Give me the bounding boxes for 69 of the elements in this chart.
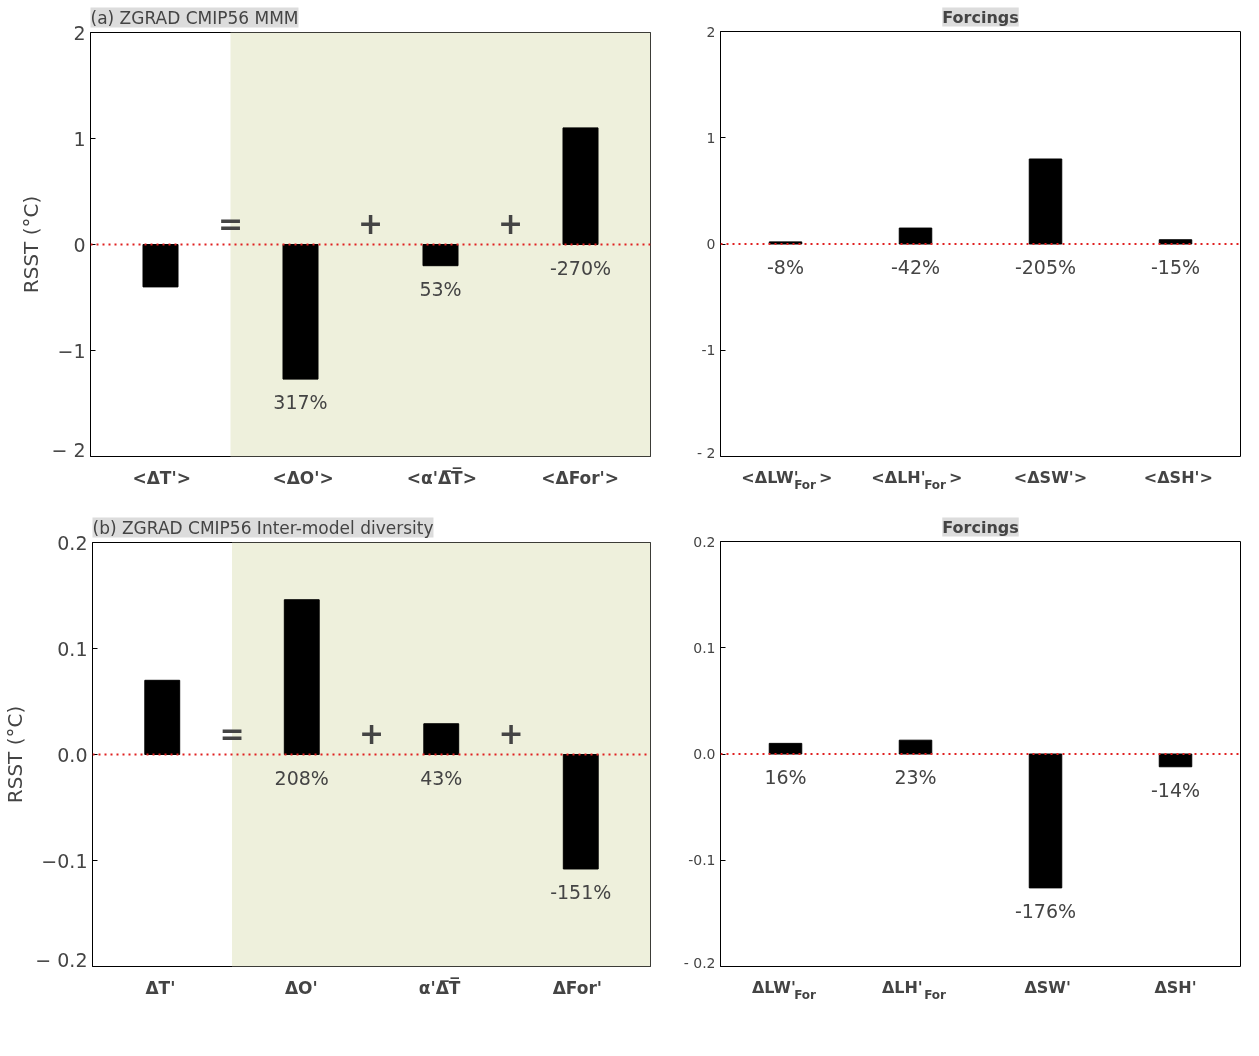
x-tick-label: <ΔO'> (272, 468, 334, 488)
x-tick-label: <ΔT'> (132, 468, 191, 488)
bar (898, 227, 933, 245)
annotation: -15% (1150, 256, 1201, 278)
y-tick-label: −0.1 (41, 849, 88, 872)
annotation: -151% (550, 880, 612, 903)
annotation: + (498, 716, 524, 752)
bar (1028, 753, 1063, 889)
y-tick-label: 0.2 (57, 531, 88, 554)
annotation: 16% (764, 766, 807, 788)
annotation: + (497, 206, 524, 242)
annotation: -205% (1014, 256, 1077, 278)
chart-title: (a) ZGRAD CMIP56 MMM (90, 7, 299, 28)
y-tick-label: 0 (706, 236, 716, 252)
y-tick-label: 1 (73, 127, 86, 150)
annotation: 317% (273, 391, 328, 414)
bar (144, 679, 181, 755)
y-tick-label: 1 (706, 129, 716, 146)
annotation: = (219, 715, 245, 751)
y-tick-label: −1 (57, 339, 86, 362)
bar (1158, 239, 1193, 245)
x-tick-label: <ΔSH'> (1143, 468, 1213, 487)
x-tick-label: ΔT' (145, 978, 176, 998)
y-tick-label: 2 (706, 23, 716, 40)
bar (1028, 158, 1063, 245)
x-tick-label: <ΔFor'> (541, 468, 620, 488)
x-tick-label: <α'Δ̅T̅> (406, 466, 477, 488)
bar (768, 742, 803, 755)
annotation: -42% (890, 256, 941, 278)
chart-title: Forcings (942, 517, 1019, 537)
annotation: -14% (1150, 778, 1201, 801)
annotation: -176% (1014, 899, 1077, 922)
x-tick-label: ΔSW' (1024, 978, 1071, 997)
y-tick-label: - 0.2 (683, 954, 716, 971)
bar (283, 599, 320, 755)
y-tick-label: 0.0 (57, 743, 88, 766)
x-tick-label: ΔSH' (1154, 978, 1197, 997)
bar (423, 723, 460, 755)
annotation: 23% (894, 766, 937, 788)
chart-title: Forcings (942, 7, 1019, 27)
annotation: + (358, 716, 385, 752)
x-tick-label: ΔFor' (552, 978, 603, 998)
annotation: 43% (420, 766, 463, 789)
chart-title: (b) ZGRAD CMIP56 Inter-model diversity (92, 517, 434, 538)
y-tick-label: − 0.2 (35, 948, 88, 971)
bar (898, 739, 933, 755)
y-tick-label: − 2 (51, 438, 86, 461)
annotation: -8% (767, 256, 804, 278)
y-tick-label: 0.0 (693, 746, 716, 762)
y-tick-label: -0.1 (688, 852, 716, 869)
y-tick-label: -1 (701, 342, 716, 359)
annotation: -270% (549, 256, 612, 279)
y-tick-label: 0 (73, 233, 86, 256)
bar (1158, 753, 1193, 768)
y-tick-label: 2 (73, 21, 86, 44)
y-tick-label: 0.2 (693, 533, 716, 550)
y-tick-label: 0.1 (57, 637, 88, 660)
annotation: = (217, 205, 244, 241)
y-tick-label: 0.1 (693, 639, 716, 656)
annotation: + (357, 206, 384, 242)
bar (562, 754, 599, 870)
x-tick-label: <ΔSW'> (1013, 468, 1088, 487)
annotation: 208% (274, 766, 329, 789)
y-tick-label: - 2 (697, 444, 716, 461)
y-axis-title: RSST (°C) (19, 195, 44, 294)
y-axis-title: RSST (°C) (3, 705, 28, 804)
annotation: 53% (419, 277, 462, 300)
x-tick-label: ΔO' (284, 978, 318, 998)
x-tick-label: α'Δ̅T̅ (418, 976, 461, 998)
